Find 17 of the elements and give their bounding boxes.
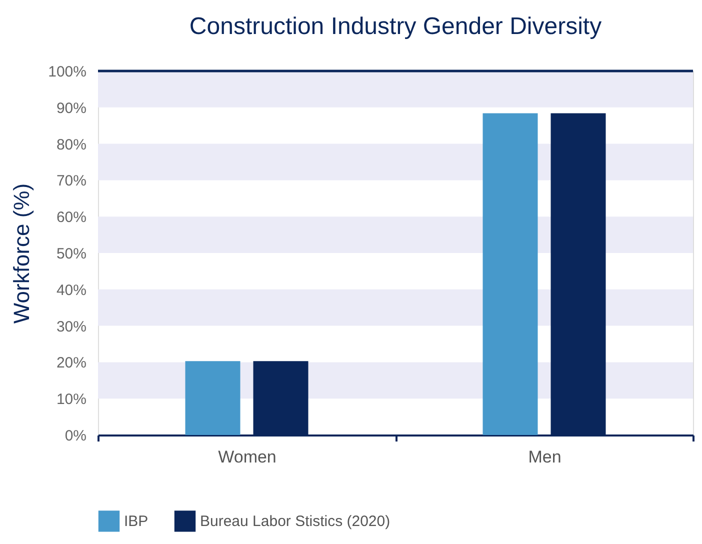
chart-title: Construction Industry Gender Diversity: [189, 13, 602, 40]
y-axis-title: Workforce (%): [9, 183, 34, 324]
x-tick-label: Women: [218, 448, 276, 466]
y-tick-label: 90%: [56, 100, 86, 117]
legend-label: IBP: [124, 513, 148, 530]
y-tick-label: 50%: [56, 246, 86, 262]
y-tick-label: 0%: [64, 428, 86, 444]
y-tick-label: 70%: [56, 172, 86, 190]
y-tick-label: 100%: [48, 64, 86, 80]
y-tick-label: 60%: [56, 209, 86, 226]
legend-label: Bureau Labor Stistics (2020): [200, 513, 390, 530]
y-tick-label: 40%: [56, 282, 86, 299]
y-tick-label: 20%: [56, 354, 86, 372]
x-tick-label: Men: [528, 448, 562, 466]
y-tick-label: 10%: [56, 391, 86, 408]
y-tick-label: 80%: [56, 136, 86, 154]
y-tick-label: 30%: [56, 318, 86, 336]
